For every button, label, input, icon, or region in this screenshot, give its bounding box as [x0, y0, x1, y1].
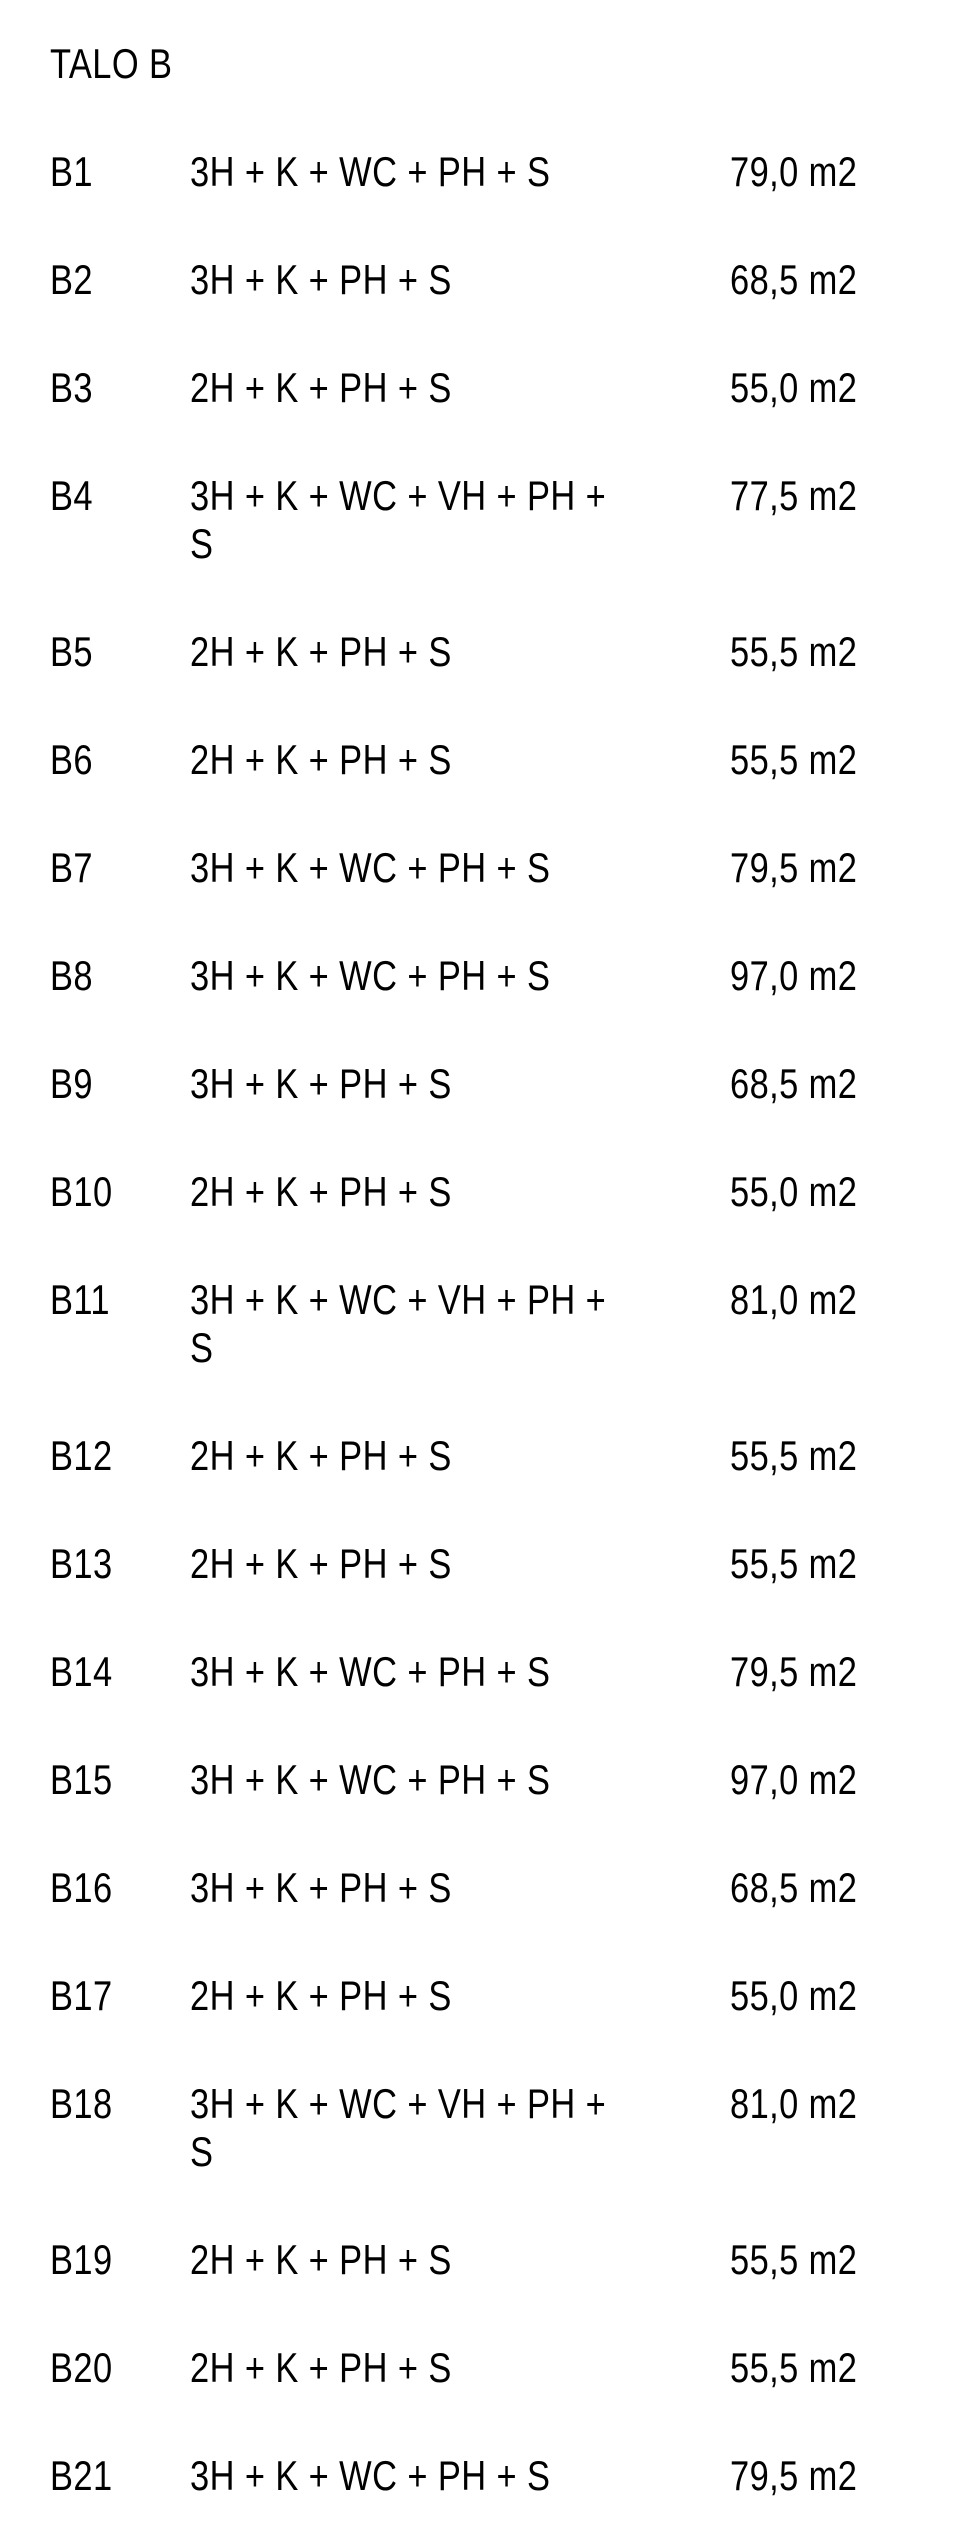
apartment-area: 55,5 m2 [730, 628, 857, 676]
table-row: B19 2H + K + PH + S 55,5 m2 [50, 2236, 910, 2284]
apartment-id: B9 [50, 1060, 165, 1108]
table-row: B10 2H + K + PH + S 55,0 m2 [50, 1168, 910, 1216]
apartment-area: 55,5 m2 [730, 1540, 857, 1588]
apartment-description: 3H + K + WC + PH + S [190, 952, 633, 1000]
table-row: B2 3H + K + PH + S 68,5 m2 [50, 256, 910, 304]
apartment-description: 3H + K + WC + PH + S [190, 1648, 633, 1696]
apartment-description: 2H + K + PH + S [190, 364, 633, 412]
apartment-id: B3 [50, 364, 165, 412]
table-row: B13 2H + K + PH + S 55,5 m2 [50, 1540, 910, 1588]
apartment-id: B20 [50, 2344, 165, 2392]
apartment-description: 2H + K + PH + S [190, 2236, 633, 2284]
table-row: B17 2H + K + PH + S 55,0 m2 [50, 1972, 910, 2020]
apartment-area: 68,5 m2 [730, 256, 857, 304]
apartment-id: B7 [50, 844, 165, 892]
apartment-area: 55,0 m2 [730, 364, 857, 412]
apartment-area: 81,0 m2 [730, 2080, 857, 2128]
apartment-id: B8 [50, 952, 165, 1000]
table-row: B21 3H + K + WC + PH + S 79,5 m2 [50, 2452, 910, 2500]
apartment-description: 2H + K + PH + S [190, 736, 633, 784]
table-row: B3 2H + K + PH + S 55,0 m2 [50, 364, 910, 412]
page-title: TALO B [50, 40, 755, 88]
table-row: B8 3H + K + WC + PH + S 97,0 m2 [50, 952, 910, 1000]
apartment-description: 3H + K + WC + PH + S [190, 844, 633, 892]
apartment-id: B2 [50, 256, 165, 304]
apartment-area: 68,5 m2 [730, 1864, 857, 1912]
apartment-description: 2H + K + PH + S [190, 628, 633, 676]
table-row: B16 3H + K + PH + S 68,5 m2 [50, 1864, 910, 1912]
apartment-area: 77,5 m2 [730, 472, 857, 520]
apartment-id: B15 [50, 1756, 165, 1804]
apartment-description: 3H + K + WC + VH + PH + S [190, 472, 633, 568]
apartment-area: 55,5 m2 [730, 2236, 857, 2284]
apartment-area: 81,0 m2 [730, 1276, 857, 1324]
table-row: B7 3H + K + WC + PH + S 79,5 m2 [50, 844, 910, 892]
apartment-id: B6 [50, 736, 165, 784]
table-row: B1 3H + K + WC + PH + S 79,0 m2 [50, 148, 910, 196]
apartment-id: B17 [50, 1972, 165, 2020]
apartment-area: 97,0 m2 [730, 952, 857, 1000]
apartment-description: 3H + K + WC + VH + PH + S [190, 1276, 633, 1372]
apartment-id: B18 [50, 2080, 165, 2128]
apartment-area: 97,0 m2 [730, 1756, 857, 1804]
table-row: B11 3H + K + WC + VH + PH + S 81,0 m2 [50, 1276, 910, 1372]
apartment-id: B4 [50, 472, 165, 520]
apartment-description: 3H + K + PH + S [190, 256, 633, 304]
table-row: B5 2H + K + PH + S 55,5 m2 [50, 628, 910, 676]
apartment-id: B19 [50, 2236, 165, 2284]
table-row: B12 2H + K + PH + S 55,5 m2 [50, 1432, 910, 1480]
apartment-description: 3H + K + WC + PH + S [190, 148, 633, 196]
table-row: B20 2H + K + PH + S 55,5 m2 [50, 2344, 910, 2392]
table-row: B15 3H + K + WC + PH + S 97,0 m2 [50, 1756, 910, 1804]
apartment-area: 79,0 m2 [730, 148, 857, 196]
apartment-id: B12 [50, 1432, 165, 1480]
apartment-area: 55,0 m2 [730, 1168, 857, 1216]
document-page: TALO B B1 3H + K + WC + PH + S 79,0 m2 B2 3H… [0, 0, 960, 2540]
apartment-id: B11 [50, 1276, 165, 1324]
apartment-id: B14 [50, 1648, 165, 1696]
apartment-id: B16 [50, 1864, 165, 1912]
table-row: B14 3H + K + WC + PH + S 79,5 m2 [50, 1648, 910, 1696]
apartment-table: B1 3H + K + WC + PH + S 79,0 m2 B2 3H + K + … [50, 148, 910, 2500]
apartment-area: 55,0 m2 [730, 1972, 857, 2020]
apartment-description: 3H + K + WC + VH + PH + S [190, 2080, 633, 2176]
table-row: B6 2H + K + PH + S 55,5 m2 [50, 736, 910, 784]
apartment-description: 3H + K + PH + S [190, 1060, 633, 1108]
apartment-description: 2H + K + PH + S [190, 1168, 633, 1216]
apartment-description: 2H + K + PH + S [190, 1540, 633, 1588]
apartment-area: 55,5 m2 [730, 736, 857, 784]
apartment-area: 68,5 m2 [730, 1060, 857, 1108]
apartment-description: 2H + K + PH + S [190, 2344, 633, 2392]
apartment-description: 2H + K + PH + S [190, 1972, 633, 2020]
apartment-id: B10 [50, 1168, 165, 1216]
apartment-id: B5 [50, 628, 165, 676]
table-row: B4 3H + K + WC + VH + PH + S 77,5 m2 [50, 472, 910, 568]
table-row: B18 3H + K + WC + VH + PH + S 81,0 m2 [50, 2080, 910, 2176]
table-row: B9 3H + K + PH + S 68,5 m2 [50, 1060, 910, 1108]
apartment-description: 3H + K + WC + PH + S [190, 1756, 633, 1804]
apartment-area: 79,5 m2 [730, 844, 857, 892]
apartment-area: 55,5 m2 [730, 1432, 857, 1480]
apartment-id: B21 [50, 2452, 165, 2500]
apartment-description: 2H + K + PH + S [190, 1432, 633, 1480]
apartment-area: 55,5 m2 [730, 2344, 857, 2392]
apartment-area: 79,5 m2 [730, 2452, 857, 2500]
apartment-description: 3H + K + WC + PH + S [190, 2452, 633, 2500]
apartment-area: 79,5 m2 [730, 1648, 857, 1696]
apartment-id: B13 [50, 1540, 165, 1588]
apartment-description: 3H + K + PH + S [190, 1864, 633, 1912]
apartment-id: B1 [50, 148, 165, 196]
